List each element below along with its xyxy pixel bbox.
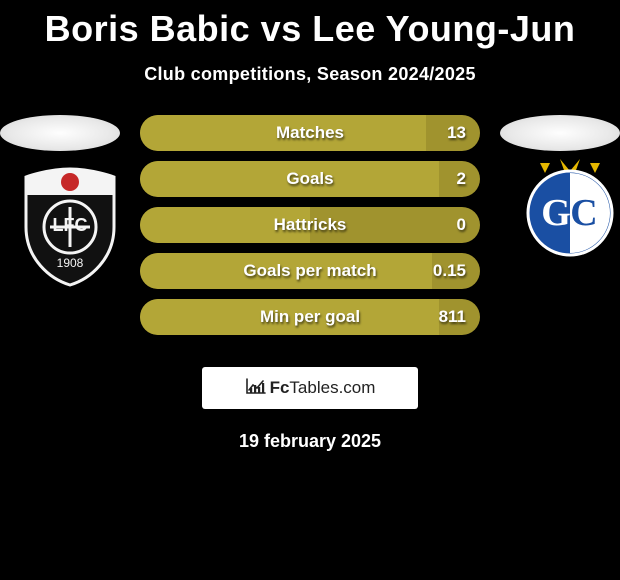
stat-label: Min per goal	[260, 307, 360, 327]
stat-value: 811	[439, 307, 466, 327]
stat-label: Goals per match	[243, 261, 376, 281]
page-title: Boris Babic vs Lee Young-Jun	[0, 0, 620, 50]
svg-text:LFC: LFC	[53, 215, 88, 235]
player-photo-right	[500, 115, 620, 151]
svg-text:C: C	[570, 192, 597, 234]
grasshopper-zurich-icon: G C	[520, 157, 620, 257]
brand-prefix: Fc	[270, 378, 290, 397]
stat-label: Hattricks	[274, 215, 347, 235]
brand-link[interactable]: FcTables.com	[202, 367, 418, 409]
stat-label: Matches	[276, 123, 344, 143]
player-photo-left	[0, 115, 120, 151]
stat-row: Hattricks 0	[140, 207, 480, 243]
stat-value: 2	[457, 169, 466, 189]
stat-row: Goals per match 0.15	[140, 253, 480, 289]
stat-row: Matches 13	[140, 115, 480, 151]
chart-icon	[245, 377, 267, 400]
club-badge-left: 1908 LFC	[20, 167, 120, 287]
badge-year: 1908	[57, 256, 84, 270]
subtitle: Club competitions, Season 2024/2025	[0, 64, 620, 85]
comparison-area: 1908 LFC	[0, 115, 620, 345]
svg-text:G: G	[541, 192, 571, 234]
stat-value: 0.15	[433, 261, 466, 281]
date-text: 19 february 2025	[0, 431, 620, 452]
club-badge-right: G C	[520, 157, 620, 257]
stat-row: Goals 2	[140, 161, 480, 197]
stat-value: 13	[447, 123, 466, 143]
stat-rows: Matches 13 Goals 2 Hattricks 0 Goals per match…	[140, 115, 480, 345]
stat-row: Min per goal 811	[140, 299, 480, 335]
stat-label: Goals	[286, 169, 333, 189]
brand-text: FcTables.com	[270, 378, 376, 398]
fc-lugano-icon: 1908 LFC	[20, 167, 120, 287]
stat-value: 0	[457, 215, 466, 235]
brand-suffix: Tables.com	[289, 378, 375, 397]
